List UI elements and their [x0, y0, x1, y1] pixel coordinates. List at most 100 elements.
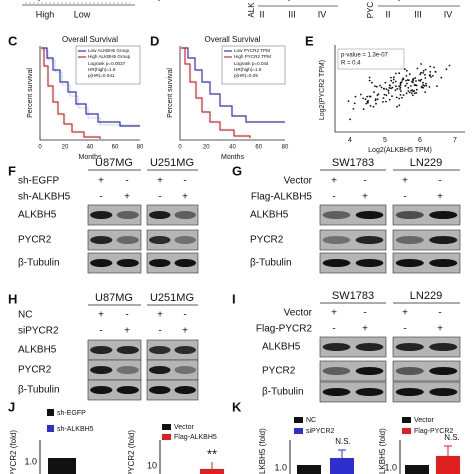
scatter-dot [420, 71, 422, 74]
scatter-plot [334, 45, 465, 133]
legend-box [221, 45, 286, 85]
protein-label: β-Tubulin [262, 387, 304, 398]
scatter-dot [414, 77, 417, 79]
blot-band [429, 343, 458, 351]
legend-label: High PYCR2 TPM [234, 54, 271, 59]
sign: - [403, 192, 406, 203]
scatter-dot [433, 66, 435, 69]
significance: N.S. [335, 437, 351, 446]
sign: + [182, 326, 188, 337]
stat-text: p(HR)=0.041 [88, 73, 115, 78]
legend-swatch [294, 428, 303, 434]
blot-band [116, 259, 139, 267]
x-tick-label: 5 [383, 137, 387, 144]
blot-band [322, 343, 351, 351]
blot-band [174, 346, 196, 354]
scatter-dot [436, 85, 438, 87]
legend-swatch [402, 417, 411, 423]
x-tick-label: 40 [229, 145, 236, 151]
scatter-dot [424, 77, 427, 79]
panel-label: C [8, 33, 18, 48]
scatter-dot [402, 94, 405, 96]
scatter-dot [371, 81, 373, 84]
blot-band [149, 259, 171, 267]
scatter-dot [387, 92, 390, 94]
blot-band [355, 388, 384, 396]
sign: + [437, 324, 443, 335]
blot-band [149, 211, 171, 219]
protein-label: PYCR2 [18, 235, 52, 246]
blot-band [174, 211, 196, 219]
blot-background [319, 204, 387, 226]
scatter-dot [388, 98, 391, 101]
scatter-dot [393, 76, 395, 79]
sign: - [332, 192, 335, 203]
condition-label: Vector [284, 308, 313, 319]
scatter-dot [417, 79, 420, 82]
panel-label: J [8, 399, 15, 414]
blot-background [146, 252, 199, 274]
sign: + [182, 192, 188, 203]
bar [48, 458, 76, 474]
scatter-dot [367, 99, 369, 102]
scatter-dot [400, 90, 402, 92]
legend-swatch [162, 434, 171, 440]
legend-label: sh-ALKBH5 [57, 426, 94, 433]
cell-line-label: SW1783 [332, 290, 374, 302]
blot-background [392, 336, 461, 358]
scatter-dot [388, 87, 391, 89]
x-tick-label: 80 [282, 145, 289, 151]
y-tick-label: 1.0 [384, 462, 397, 472]
scatter-dot [412, 78, 414, 81]
scatter-dot [368, 79, 371, 82]
panel-label: E [305, 33, 314, 48]
blot-band [395, 236, 424, 244]
legend-label: Vector [174, 424, 195, 431]
scatter-dot [407, 86, 410, 89]
protein-label: PYCR2 [250, 235, 284, 246]
scatter-dot [368, 76, 371, 79]
blot-band [395, 343, 424, 351]
stat-text: p(HR)=0.05 [234, 73, 258, 78]
scatter-dot [391, 95, 393, 98]
blot-band [149, 386, 171, 394]
condition-label: NC [18, 310, 32, 321]
axis-label: PYC [366, 2, 375, 19]
x-tick-label: 20 [62, 145, 69, 151]
scatter-dot [392, 78, 395, 81]
scatter-dot [382, 97, 385, 99]
blot-background [319, 229, 387, 251]
scatter-dot [396, 87, 399, 90]
sign: - [363, 308, 366, 319]
axes [334, 45, 465, 133]
y-axis-label: Percent survival [27, 68, 34, 118]
cell-line-label: U87MG [95, 292, 133, 304]
condition-label: sh-EGFP [18, 176, 59, 187]
scatter-dot [399, 82, 402, 85]
legend-box [75, 45, 141, 85]
scatter-dot [412, 90, 415, 93]
sign: - [158, 192, 161, 203]
sign: + [402, 308, 408, 319]
sign: + [362, 192, 368, 203]
bar [200, 469, 224, 474]
stat-text: Logrank p=0.044 [234, 61, 269, 66]
scatter-dot [422, 84, 424, 86]
sign: + [157, 310, 163, 321]
blot-background [87, 229, 142, 251]
sign: + [331, 308, 337, 319]
sign: - [183, 310, 186, 321]
group-label: II [385, 9, 390, 19]
scatter-dot [375, 85, 378, 88]
x-tick-label: 60 [112, 145, 119, 151]
significance: ** [207, 446, 217, 461]
protein-label: ALKBH5 [262, 342, 301, 353]
axes [179, 46, 285, 141]
significance: N.S. [444, 433, 460, 442]
stat-text: HR(high)=1.5 [234, 67, 262, 72]
scatter-dot [382, 101, 384, 103]
protein-label: β-Tubulin [250, 258, 292, 269]
x-tick-label: 80 [137, 145, 144, 151]
sign: + [98, 310, 104, 321]
panel-label: I [232, 291, 236, 306]
